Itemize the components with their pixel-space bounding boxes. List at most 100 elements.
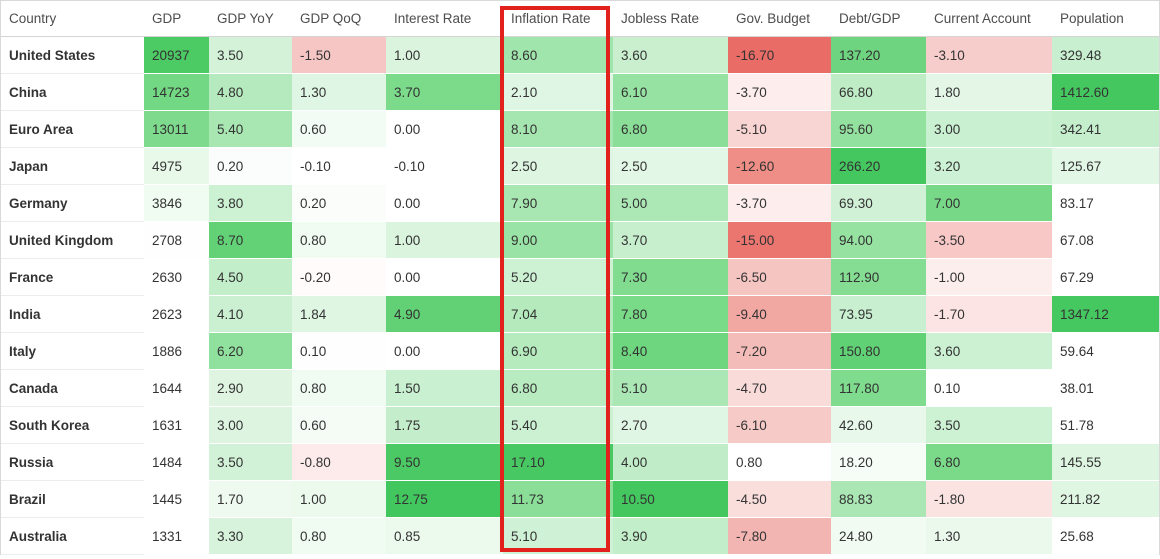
value-cell-interest-rate: 3.70 (386, 74, 503, 111)
value-cell-interest-rate: 4.90 (386, 296, 503, 333)
value-cell-gdp: 1484 (144, 444, 209, 481)
value-cell-gdp-qoq: 1.00 (292, 481, 386, 518)
value-cell-debt-gdp: 69.30 (831, 185, 926, 222)
value-cell-jobless-rate: 3.70 (613, 222, 728, 259)
value-cell-gdp-yoy: 3.00 (209, 407, 292, 444)
country-cell[interactable]: Brazil (1, 481, 144, 518)
country-cell[interactable]: Australia (1, 518, 144, 555)
value-cell-current-account: 1.30 (926, 518, 1052, 555)
country-cell[interactable]: Japan (1, 148, 144, 185)
country-cell[interactable]: United States (1, 37, 144, 74)
country-cell[interactable]: Germany (1, 185, 144, 222)
country-cell[interactable]: Canada (1, 370, 144, 407)
country-cell[interactable]: China (1, 74, 144, 111)
value-cell-inflation-rate: 5.10 (503, 518, 613, 555)
country-cell[interactable]: France (1, 259, 144, 296)
country-cell[interactable]: Euro Area (1, 111, 144, 148)
column-header-interest-rate[interactable]: Interest Rate (386, 1, 503, 37)
value-cell-gdp-qoq: 0.80 (292, 222, 386, 259)
value-cell-gov-budget: -6.50 (728, 259, 831, 296)
column-header-gdp-qoq[interactable]: GDP QoQ (292, 1, 386, 37)
value-cell-gov-budget: -12.60 (728, 148, 831, 185)
value-cell-gov-budget: -3.70 (728, 185, 831, 222)
value-cell-gov-budget: -9.40 (728, 296, 831, 333)
value-cell-current-account: 0.10 (926, 370, 1052, 407)
value-cell-current-account: 3.00 (926, 111, 1052, 148)
value-cell-population: 51.78 (1052, 407, 1159, 444)
country-cell[interactable]: India (1, 296, 144, 333)
value-cell-interest-rate: 0.85 (386, 518, 503, 555)
matrix-body: United States 20937 3.50 -1.50 1.00 8.60 3.60-… (1, 37, 1159, 555)
value-cell-gdp-qoq: 0.60 (292, 407, 386, 444)
column-header-inflation-rate[interactable]: Inflation Rate (503, 1, 613, 37)
table-row: South Korea 1631 3.00 0.60 1.75 5.40 2.70 -6.10… (1, 407, 1159, 444)
value-cell-jobless-rate: 6.10 (613, 74, 728, 111)
column-header-jobless-rate[interactable]: Jobless Rate (613, 1, 728, 37)
value-cell-gdp: 1445 (144, 481, 209, 518)
table-row: Germany 3846 3.80 0.20 0.00 7.90 5.00 -3.70 69.3… (1, 185, 1159, 222)
value-cell-gdp-yoy: 3.30 (209, 518, 292, 555)
value-cell-inflation-rate: 11.73 (503, 481, 613, 518)
value-cell-interest-rate: 1.00 (386, 37, 503, 74)
value-cell-interest-rate: 0.00 (386, 333, 503, 370)
table-row: Russia 1484 3.50 -0.80 9.50 17.10 4.00 0.80 18.2… (1, 444, 1159, 481)
value-cell-inflation-rate: 8.10 (503, 111, 613, 148)
value-cell-debt-gdp: 117.80 (831, 370, 926, 407)
value-cell-gdp: 1886 (144, 333, 209, 370)
value-cell-gdp-yoy: 3.50 (209, 37, 292, 74)
value-cell-current-account: 1.80 (926, 74, 1052, 111)
value-cell-interest-rate: 1.75 (386, 407, 503, 444)
value-cell-debt-gdp: 73.95 (831, 296, 926, 333)
value-cell-current-account: -3.10 (926, 37, 1052, 74)
value-cell-inflation-rate: 2.10 (503, 74, 613, 111)
value-cell-population: 125.67 (1052, 148, 1159, 185)
value-cell-debt-gdp: 42.60 (831, 407, 926, 444)
value-cell-gdp: 2708 (144, 222, 209, 259)
table-row: China 14723 4.80 1.30 3.70 2.10 6.10 -3.70 66.80… (1, 74, 1159, 111)
value-cell-population: 211.82 (1052, 481, 1159, 518)
table-row: Italy 1886 6.20 0.10 0.00 6.90 8.40 -7.20 150.80… (1, 333, 1159, 370)
value-cell-debt-gdp: 266.20 (831, 148, 926, 185)
value-cell-population: 1347.12 (1052, 296, 1159, 333)
value-cell-population: 67.29 (1052, 259, 1159, 296)
value-cell-gdp-qoq: -0.80 (292, 444, 386, 481)
value-cell-inflation-rate: 17.10 (503, 444, 613, 481)
column-header-population[interactable]: Population (1052, 1, 1159, 37)
table-row: Japan 4975 0.20 -0.10 -0.10 2.50 2.50 -12.60 266… (1, 148, 1159, 185)
country-cell[interactable]: Italy (1, 333, 144, 370)
column-header-gdp-yoy[interactable]: GDP YoY (209, 1, 292, 37)
value-cell-gov-budget: -16.70 (728, 37, 831, 74)
value-cell-gdp-yoy: 4.10 (209, 296, 292, 333)
value-cell-gdp: 13011 (144, 111, 209, 148)
value-cell-population: 25.68 (1052, 518, 1159, 555)
country-cell[interactable]: United Kingdom (1, 222, 144, 259)
country-cell[interactable]: South Korea (1, 407, 144, 444)
value-cell-inflation-rate: 6.90 (503, 333, 613, 370)
value-cell-inflation-rate: 6.80 (503, 370, 613, 407)
country-cell[interactable]: Russia (1, 444, 144, 481)
column-header-gov-budget[interactable]: Gov. Budget (728, 1, 831, 37)
column-header-gdp[interactable]: GDP (144, 1, 209, 37)
table-row: Brazil 1445 1.70 1.00 12.75 11.73 10.50 -4.50 88… (1, 481, 1159, 518)
value-cell-interest-rate: 12.75 (386, 481, 503, 518)
value-cell-inflation-rate: 2.50 (503, 148, 613, 185)
value-cell-gdp: 2630 (144, 259, 209, 296)
value-cell-gov-budget: -7.20 (728, 333, 831, 370)
value-cell-gov-budget: 0.80 (728, 444, 831, 481)
value-cell-gov-budget: -4.50 (728, 481, 831, 518)
column-header-debt-gdp[interactable]: Debt/GDP (831, 1, 926, 37)
value-cell-current-account: -1.80 (926, 481, 1052, 518)
column-header-current-account[interactable]: Current Account (926, 1, 1052, 37)
table-row: Euro Area 13011 5.40 0.60 0.00 8.10 6.80 -5.10 9… (1, 111, 1159, 148)
value-cell-current-account: 3.20 (926, 148, 1052, 185)
column-header-country[interactable]: Country (1, 1, 144, 37)
value-cell-debt-gdp: 88.83 (831, 481, 926, 518)
value-cell-current-account: 3.60 (926, 333, 1052, 370)
value-cell-gov-budget: -15.00 (728, 222, 831, 259)
value-cell-population: 59.64 (1052, 333, 1159, 370)
value-cell-gdp-yoy: 4.80 (209, 74, 292, 111)
value-cell-jobless-rate: 7.30 (613, 259, 728, 296)
value-cell-debt-gdp: 95.60 (831, 111, 926, 148)
